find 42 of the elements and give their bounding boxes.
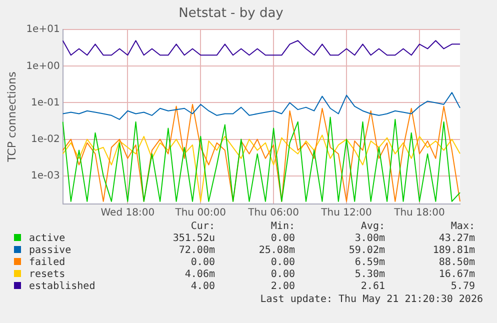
- text: Cur:: [190, 221, 215, 233]
- text: 2.61: [360, 281, 385, 293]
- text: 59.02m: [348, 245, 385, 257]
- text: Min:: [270, 221, 295, 233]
- text: 0.00: [270, 233, 295, 245]
- text: 43.27m: [438, 233, 475, 245]
- y-axis-title: TCP connections: [5, 71, 18, 163]
- x-tick-label: Thu 06:00: [247, 208, 299, 219]
- legend-label: passive: [29, 245, 72, 256]
- legend-label: resets: [29, 269, 66, 280]
- legend-label: failed: [29, 257, 66, 268]
- y-tick-label: 1e+01: [26, 24, 60, 36]
- chart-title: Netstat - by day: [178, 6, 284, 22]
- legend-label: established: [29, 281, 96, 292]
- text: 72.00m: [178, 245, 215, 257]
- text: Max:: [450, 221, 475, 233]
- text: 6.59m: [354, 257, 385, 269]
- y-tick-label: 1e-02: [30, 134, 60, 145]
- text: 0.00: [190, 257, 215, 269]
- text: 0.00: [270, 257, 295, 269]
- y-tick-label: 1e-01: [30, 97, 60, 108]
- text: 4.06m: [184, 269, 215, 281]
- x-tick-label: Thu 18:00: [393, 208, 445, 219]
- text: 25.08m: [258, 245, 295, 257]
- text: 3.00m: [354, 233, 385, 245]
- y-tick-label: 1e-03: [30, 170, 60, 182]
- text: 5.79: [450, 281, 475, 293]
- y-tick-label: 1e+00: [26, 60, 60, 72]
- text: 4.00: [190, 281, 215, 293]
- x-tick-label: Thu 00:00: [174, 208, 226, 219]
- text: 2.00: [270, 281, 295, 293]
- text: 88.50m: [438, 257, 475, 269]
- text: 16.67m: [438, 269, 475, 281]
- text: 351.52u: [172, 233, 215, 245]
- legend-label: active: [29, 233, 66, 244]
- text: Last update: Thu May 21 21:20:30 2026: [260, 294, 483, 305]
- text: 0.00: [270, 269, 295, 281]
- text: 189.81m: [432, 245, 475, 257]
- text: 5.30m: [354, 269, 385, 281]
- x-tick-label: Thu 12:00: [320, 208, 372, 219]
- x-tick-label: Wed 18:00: [100, 208, 155, 219]
- text: Avg:: [360, 221, 385, 233]
